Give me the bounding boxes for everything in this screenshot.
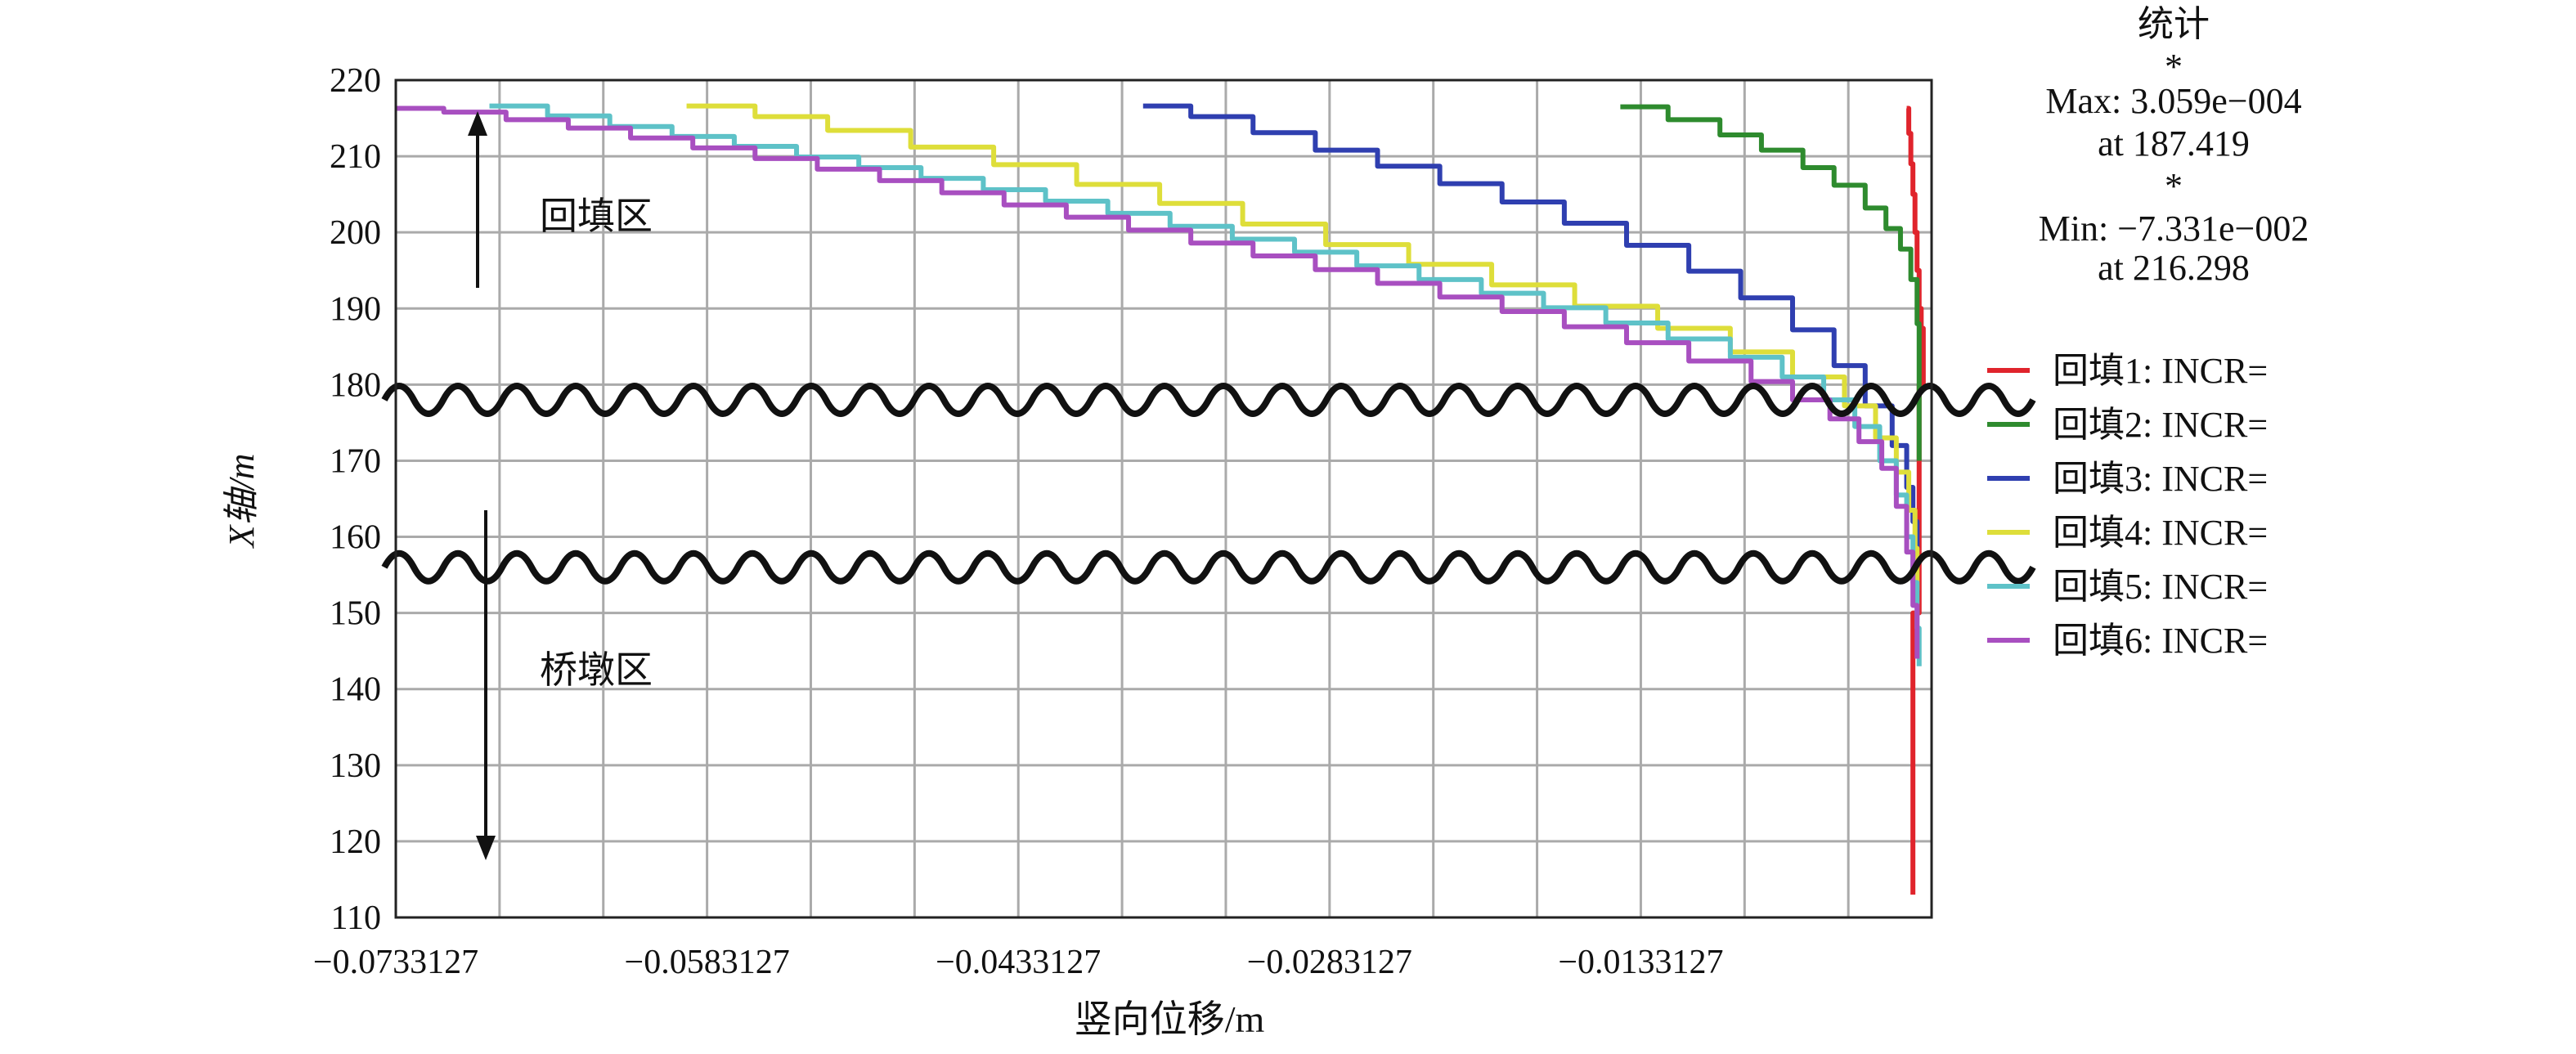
legend-label: 回填2: INCR= — [2053, 405, 2268, 445]
legend-label: 回填4: INCR= — [2053, 513, 2268, 553]
x-axis-label: 竖向位移/m — [1075, 998, 1265, 1040]
break-marker-1 — [381, 383, 2036, 417]
legend-label: 回填6: INCR= — [2053, 621, 2268, 661]
y-tick-labels: 110 120 130 140 150 160 170 180 190 200 210 220 — [330, 62, 381, 937]
y-tick-label: 160 — [330, 519, 381, 557]
series-line-2 — [1620, 104, 1922, 461]
legend-label: 回填5: INCR= — [2053, 567, 2268, 607]
stats-min-marker: * — [2165, 166, 2183, 206]
y-tick-label: 190 — [330, 290, 381, 328]
pier-zone-arrowhead — [476, 836, 496, 860]
x-tick-labels: −0.0733127 −0.0583127 −0.0433127 −0.0283127… — [313, 944, 1724, 981]
series-line-4 — [686, 103, 1920, 590]
y-tick-label: 130 — [330, 747, 381, 785]
stats-min-value: Min: −7.331e−002 — [2039, 209, 2309, 249]
grid-lines — [396, 78, 1932, 919]
series-line-3 — [1142, 103, 1920, 553]
x-tick-label: −0.0733127 — [313, 944, 478, 981]
zone-annotations: 回填区 桥墩区 — [468, 111, 653, 860]
y-tick-label: 180 — [330, 366, 381, 404]
legend-label: 回填3: INCR= — [2053, 459, 2268, 499]
stats-max-value: Max: 3.059e−004 — [2045, 81, 2301, 121]
pier-zone-label: 桥墩区 — [540, 649, 653, 691]
y-axis-label: X轴/m — [222, 454, 262, 549]
plot-frame — [394, 78, 1933, 919]
y-tick-label: 220 — [330, 62, 381, 100]
x-tick-label: −0.0133127 — [1558, 944, 1723, 981]
legend-label: 回填1: INCR= — [2053, 351, 2268, 391]
y-tick-label: 210 — [330, 138, 381, 176]
y-tick-label: 150 — [330, 595, 381, 633]
x-tick-label: −0.0283127 — [1247, 944, 1412, 981]
stats-box: 统计 * Max: 3.059e−004 at 187.419 * Min: −… — [2039, 4, 2309, 288]
y-tick-label: 120 — [330, 823, 381, 861]
y-tick-label: 170 — [330, 442, 381, 480]
break-markers — [381, 383, 2036, 585]
x-tick-label: −0.0583127 — [625, 944, 790, 981]
fill-zone-arrowhead — [468, 111, 487, 136]
y-tick-label: 140 — [330, 671, 381, 709]
stats-title: 统计 — [2138, 4, 2210, 44]
series-line-5 — [489, 103, 1922, 666]
stats-max-at: at 187.419 — [2098, 123, 2250, 164]
series-lines — [396, 103, 1926, 895]
break-marker-2 — [381, 549, 2036, 585]
fill-zone-label: 回填区 — [540, 195, 653, 237]
y-tick-label: 200 — [330, 214, 381, 252]
y-tick-label: 110 — [331, 899, 381, 937]
stats-max-marker: * — [2165, 47, 2183, 87]
x-tick-label: −0.0433127 — [936, 944, 1101, 981]
legend: 回填1: INCR= 回填2: INCR= 回填3: INCR= 回填4: INCR=… — [1987, 351, 2268, 661]
series-line-6 — [396, 105, 1920, 659]
stats-min-at: at 216.298 — [2098, 248, 2250, 288]
